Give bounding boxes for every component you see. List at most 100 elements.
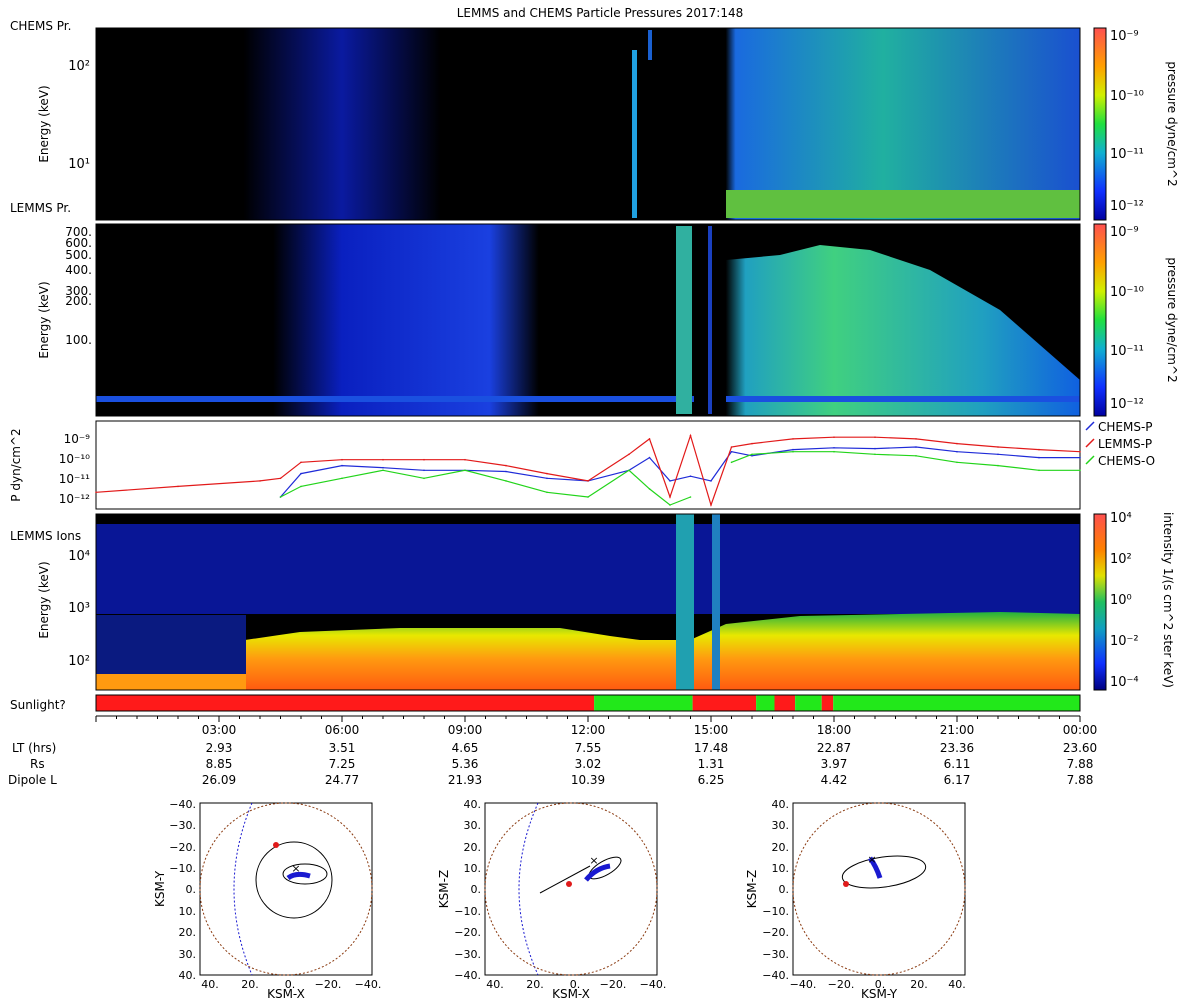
- orbit-xy-path-2: [282, 863, 328, 885]
- series-point-chems-o: [792, 450, 794, 453]
- series-point-chems-o: [587, 496, 589, 498]
- series-point-lemms-p: [628, 453, 630, 456]
- series-point-lemms-p: [259, 480, 261, 482]
- orbit-yz-ytick: 40.: [772, 798, 790, 811]
- orbit-xz-ring: [484, 802, 658, 976]
- ephem-value: 7.88: [1067, 773, 1094, 787]
- ions-ytick: 10²: [68, 654, 90, 669]
- series-point-lemms-p: [751, 442, 753, 445]
- series-point-chems-o: [874, 453, 876, 456]
- series-point-chems-p: [505, 470, 507, 473]
- orbit-yz-ring: [792, 802, 966, 976]
- time-label: 03:00: [202, 723, 237, 737]
- series-point-chems-p: [423, 469, 425, 472]
- sunlight-segments: [96, 695, 1080, 711]
- ephem-value: 4.65: [452, 741, 479, 755]
- time-ticks: [95, 716, 1081, 722]
- lemms-pr-cbtick: 10⁻¹¹: [1110, 344, 1144, 359]
- series-point-chems-p: [300, 472, 302, 475]
- orbit-xz-xtick: 0.: [570, 978, 581, 991]
- ions-spike-2: [712, 514, 720, 690]
- sunlight-segment: [774, 695, 795, 711]
- chems-cblabel: pressure dyne/cm^2: [1165, 61, 1179, 186]
- orbit-xz-xtick: 20.: [526, 978, 544, 991]
- lemms-pr-ytick: 200.: [65, 294, 92, 308]
- lemms-pr-low-line: [96, 396, 1080, 402]
- orbit-yz-xlabel: KSM-Y: [861, 987, 898, 1000]
- chems-frame: [95, 27, 1081, 221]
- chems-ytick: 10¹: [68, 157, 90, 172]
- ephem-value: 7.88: [1067, 757, 1094, 771]
- chems-spectrogram: [96, 28, 1080, 220]
- series-point-chems-p: [341, 464, 343, 467]
- series-point-lemms-p: [423, 458, 425, 461]
- time-label: 12:00: [571, 723, 606, 737]
- lemms-ions-panel: LEMMS Ions Energy (keV) 10⁴ 10³ 10² 10⁴ …: [10, 511, 1175, 691]
- ephem-value: 26.09: [202, 773, 236, 787]
- series-point-chems-p: [1079, 456, 1081, 459]
- lemms-pr-spike-2: [708, 226, 712, 414]
- pressure-ytick: 10⁻⁹: [64, 432, 91, 446]
- lemms-pr-panel: LEMMS Pr. Energy (keV) 700. 600. 500. 40…: [10, 201, 1179, 417]
- orbit-yz-ytick: 20.: [772, 841, 790, 854]
- series-point-lemms-p: [464, 458, 466, 461]
- series-point-chems-p: [1038, 456, 1040, 459]
- time-label: 18:00: [817, 723, 852, 737]
- time-label: 15:00: [694, 723, 729, 737]
- series-point-lemms-p: [341, 458, 343, 461]
- sunlight-segment: [692, 695, 757, 711]
- ions-ytick: 10⁴: [68, 549, 90, 564]
- series-point-chems-o: [505, 480, 507, 482]
- orbit-xy-xtick: 0.: [285, 978, 296, 991]
- orbit-xz-ytick: −10.: [454, 905, 481, 918]
- orbit-xz-ylabel: KSM-Z: [437, 870, 451, 908]
- orbit-xy-magnetopause: [233, 802, 253, 976]
- series-point-lemms-p: [546, 472, 548, 475]
- legend-lemms-p: LEMMS-P: [1098, 437, 1152, 451]
- sunlight-frame: [95, 694, 1081, 712]
- orbit-yz-ytick: −30.: [762, 948, 789, 961]
- lemms-pr-colorbar: [1093, 223, 1107, 417]
- ephem-row-label: Dipole L: [8, 773, 57, 787]
- orbit-plot-yz: × KSM-Z KSM-Y 40. 30. 20. 10. 0. −10. −2…: [745, 798, 966, 1000]
- time-axis: 03:00 06:00 09:00 12:00 15:00 18:00 21:0…: [8, 715, 1097, 787]
- series-point-chems-o: [1079, 469, 1081, 472]
- orbit-xy-path: [255, 841, 333, 919]
- time-label: 09:00: [448, 723, 483, 737]
- series-point-lemms-p: [669, 496, 671, 498]
- ephem-value: 8.85: [206, 757, 233, 771]
- ephem-value: 10.39: [571, 773, 605, 787]
- chems-cbtick: 10⁻¹¹: [1110, 147, 1144, 162]
- orbit-yz-frame: [792, 802, 966, 976]
- series-point-lemms-p: [382, 458, 384, 461]
- chems-panel-label: CHEMS Pr.: [10, 19, 71, 33]
- series-point-chems-o: [628, 469, 630, 472]
- series-point-chems-o: [833, 450, 835, 453]
- series-point-lemms-p: [1079, 450, 1081, 453]
- chart-title: LEMMS and CHEMS Particle Pressures 2017:…: [457, 6, 744, 20]
- pressure-panel: P dyn/cm^2 10⁻⁹ 10⁻¹⁰ 10⁻¹¹ 10⁻¹² CHEMS-…: [9, 420, 1155, 510]
- ions-colorbar: [1093, 513, 1107, 691]
- pressure-ytick: 10⁻¹²: [59, 492, 90, 506]
- orbit-xy-ytick: 0.: [186, 883, 197, 896]
- chems-cbtick: 10⁻¹⁰: [1110, 89, 1144, 104]
- series-point-lemms-p: [177, 485, 179, 488]
- series-point-chems-p: [730, 450, 733, 453]
- ephem-value: 5.36: [452, 757, 479, 771]
- ions-noise-band: [96, 524, 1080, 614]
- orbit-yz-ytick: 10.: [772, 862, 790, 875]
- time-label: 06:00: [325, 723, 360, 737]
- chems-left-blank: [96, 28, 236, 220]
- ions-cbtick: 10⁻⁴: [1110, 675, 1139, 690]
- orbit-xy-ytick: 20.: [179, 926, 197, 939]
- orbit-xy-ring: [199, 802, 373, 976]
- lemms-pr-ytick: 100.: [65, 333, 92, 347]
- lemms-pr-cblabel: pressure dyne/cm^2: [1165, 257, 1179, 382]
- orbit-xz-xtick: −20.: [600, 978, 627, 991]
- ions-spike: [676, 514, 694, 690]
- series-point-lemms-p: [956, 442, 958, 445]
- orbit-yz-track: [867, 856, 883, 879]
- lemms-pr-ytick: 400.: [65, 263, 92, 277]
- series-point-lemms-p: [1038, 448, 1040, 451]
